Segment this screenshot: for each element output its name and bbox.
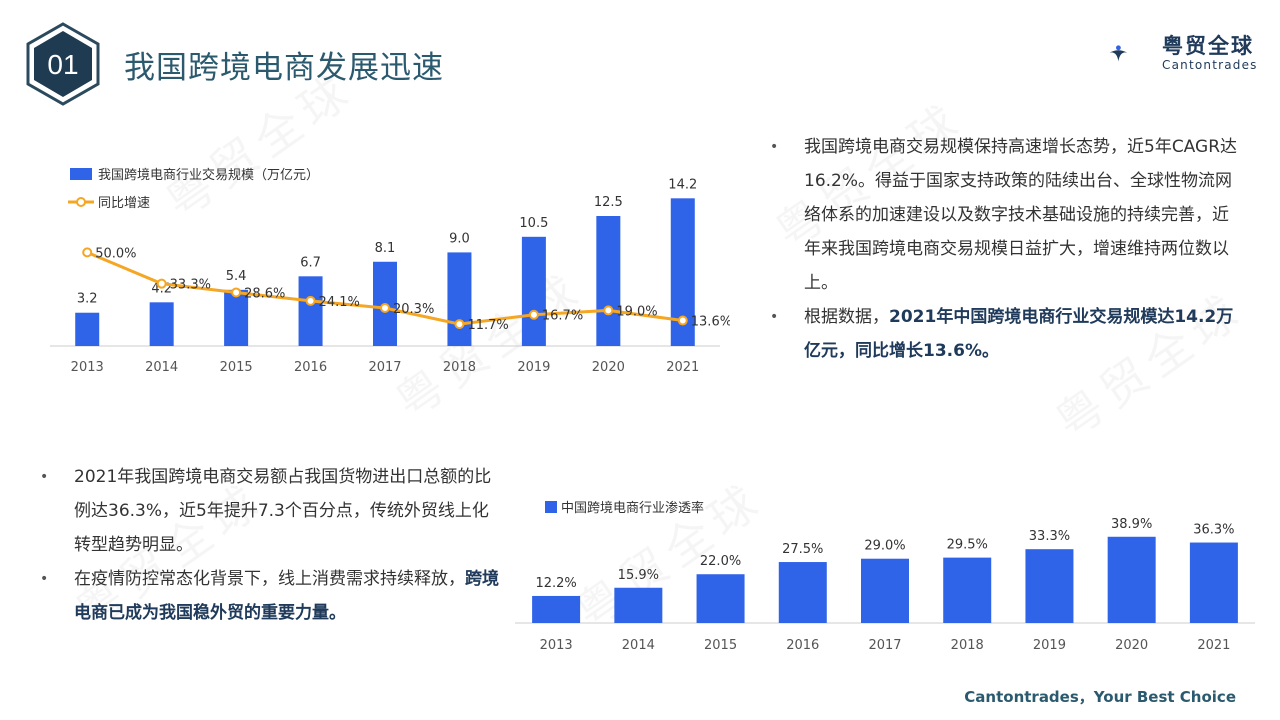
line-value-label: 50.0% bbox=[95, 246, 136, 261]
bar bbox=[532, 595, 581, 623]
x-tick-label: 2020 bbox=[1115, 638, 1148, 653]
bar bbox=[778, 562, 827, 623]
bar-value-label: 38.9% bbox=[1111, 517, 1152, 532]
bar bbox=[447, 252, 472, 346]
x-tick-label: 2015 bbox=[704, 638, 737, 653]
bullet-item: • 在疫情防控常态化背景下，线上消费需求持续释放，跨境电商已成为我国稳外贸的重要… bbox=[40, 562, 500, 630]
bullet-icon: • bbox=[770, 139, 779, 155]
x-tick-label: 2019 bbox=[1033, 638, 1066, 653]
bar bbox=[1107, 536, 1156, 623]
line-value-label: 13.6% bbox=[691, 315, 730, 330]
bullet-icon: • bbox=[40, 571, 49, 587]
line-point bbox=[603, 305, 614, 316]
x-tick-label: 2016 bbox=[294, 360, 327, 375]
bar bbox=[943, 557, 992, 623]
bar bbox=[149, 302, 174, 346]
line-point bbox=[528, 309, 539, 320]
bar-value-label: 29.5% bbox=[947, 538, 988, 553]
bar bbox=[596, 216, 621, 346]
bullet-icon: • bbox=[40, 469, 49, 485]
bullet-item: • 我国跨境电商交易规模保持高速增长态势，近5年CAGR达16.2%。得益于国家… bbox=[770, 130, 1245, 300]
bar bbox=[521, 236, 546, 346]
legend-bar-label: 我国跨境电商行业交易规模（万亿元） bbox=[98, 167, 319, 183]
line-value-label: 11.7% bbox=[467, 318, 508, 333]
logo-name-cn: 粤贸全球 bbox=[1162, 34, 1254, 58]
x-tick-label: 2021 bbox=[666, 360, 699, 375]
bar-value-label: 33.3% bbox=[1029, 529, 1070, 544]
bar-value-label: 36.3% bbox=[1193, 523, 1234, 538]
bar-value-label: 3.2 bbox=[77, 292, 98, 307]
bar bbox=[1189, 542, 1238, 623]
bullet-icon: • bbox=[770, 309, 779, 325]
x-tick-label: 2018 bbox=[951, 638, 984, 653]
bar-value-label: 27.5% bbox=[782, 542, 823, 557]
x-tick-label: 2018 bbox=[443, 360, 476, 375]
right-bullet-list: • 我国跨境电商交易规模保持高速增长态势，近5年CAGR达16.2%。得益于国家… bbox=[770, 130, 1245, 368]
trade-scale-chart: 我国跨境电商行业交易规模（万亿元）同比增速3.220134.220145.420… bbox=[50, 167, 730, 375]
bar bbox=[75, 312, 100, 346]
bar bbox=[224, 289, 249, 346]
page-title: 我国跨境电商发展迅速 bbox=[124, 50, 444, 86]
badge-number: 01 bbox=[47, 49, 78, 80]
line-value-label: 20.3% bbox=[393, 302, 434, 317]
bar bbox=[696, 574, 745, 623]
legend-line-label: 同比增速 bbox=[98, 196, 150, 211]
x-tick-label: 2019 bbox=[517, 360, 550, 375]
line-value-label: 28.6% bbox=[244, 286, 285, 301]
line-point bbox=[454, 319, 465, 330]
bullet-item: • 2021年我国跨境电商交易额占我国货物进出口总额的比例达36.3%，近5年提… bbox=[40, 460, 500, 562]
bar bbox=[298, 276, 323, 346]
left-bullet-list: • 2021年我国跨境电商交易额占我国货物进出口总额的比例达36.3%，近5年提… bbox=[40, 460, 500, 630]
line-value-label: 24.1% bbox=[319, 295, 360, 310]
bar bbox=[1025, 549, 1074, 623]
line-point bbox=[305, 295, 316, 306]
logo-name-en: Cantontrades bbox=[1162, 58, 1258, 72]
line-point bbox=[156, 278, 167, 289]
legend-bar-label: 中国跨境电商行业渗透率 bbox=[561, 500, 704, 516]
x-tick-label: 2020 bbox=[592, 360, 625, 375]
logo-icon bbox=[1109, 45, 1128, 62]
x-tick-label: 2013 bbox=[71, 360, 104, 375]
bar-value-label: 14.2 bbox=[668, 177, 697, 192]
x-tick-label: 2021 bbox=[1197, 638, 1230, 653]
bar-value-label: 8.1 bbox=[375, 241, 396, 256]
legend-bar-swatch bbox=[70, 168, 92, 180]
line-point bbox=[82, 247, 93, 258]
bar bbox=[614, 587, 663, 623]
bar-value-label: 15.9% bbox=[618, 568, 659, 583]
x-tick-label: 2017 bbox=[868, 638, 901, 653]
bar-value-label: 22.0% bbox=[700, 554, 741, 569]
line-value-label: 19.0% bbox=[616, 304, 657, 319]
x-tick-label: 2015 bbox=[220, 360, 253, 375]
bar-value-label: 29.0% bbox=[864, 539, 905, 554]
section-badge: 01 bbox=[26, 22, 100, 106]
footer-slogan: Cantontrades，Your Best Choice bbox=[964, 688, 1236, 706]
bar-value-label: 9.0 bbox=[449, 231, 470, 246]
bar-value-label: 12.2% bbox=[535, 576, 576, 591]
bullet-item: • 根据数据，2021年中国跨境电商行业交易规模达14.2万亿元，同比增长13.… bbox=[770, 300, 1245, 368]
line-point bbox=[380, 302, 390, 313]
line-value-label: 16.7% bbox=[542, 309, 583, 324]
x-tick-label: 2014 bbox=[145, 360, 178, 375]
x-tick-label: 2014 bbox=[622, 638, 655, 653]
bar-value-label: 6.7 bbox=[300, 255, 321, 270]
line-point bbox=[231, 287, 242, 298]
bar bbox=[861, 558, 909, 623]
x-tick-label: 2013 bbox=[540, 638, 573, 653]
bar-value-label: 12.5 bbox=[594, 195, 623, 210]
bar-value-label: 10.5 bbox=[519, 216, 548, 231]
bar-value-label: 5.4 bbox=[226, 269, 247, 284]
x-tick-label: 2017 bbox=[368, 360, 401, 375]
legend-line-marker bbox=[76, 197, 86, 207]
legend-bar-swatch bbox=[545, 501, 557, 513]
line-point bbox=[677, 315, 688, 326]
penetration-rate-chart: 中国跨境电商行业渗透率 12.2% 2013 15.9% 2014 22.0% 2015 27… bbox=[515, 500, 1255, 653]
line-value-label: 33.3% bbox=[170, 278, 211, 293]
x-tick-label: 2016 bbox=[786, 638, 819, 653]
